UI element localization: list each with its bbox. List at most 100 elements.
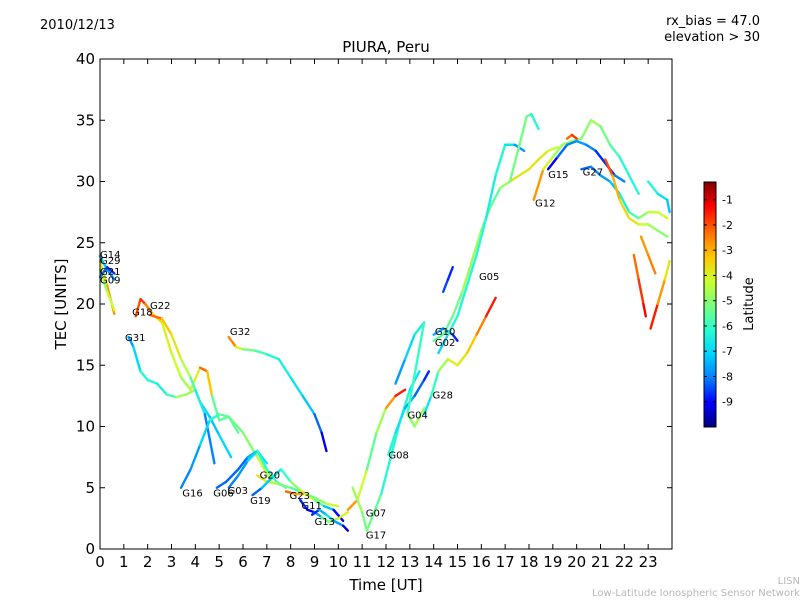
track-segment (225, 468, 240, 483)
track-segment (256, 474, 269, 483)
track-segment (618, 155, 631, 177)
track-segment (284, 490, 297, 496)
track-label: G27 (583, 168, 603, 179)
track-segment (518, 115, 528, 146)
y-tick-label: 15 (76, 356, 95, 374)
colorbar-tick-label: -4 (722, 269, 733, 282)
track-segment (613, 174, 626, 183)
track-segment (442, 278, 450, 293)
track-label: G18 (132, 307, 152, 318)
track-segment (246, 449, 259, 462)
track-segment (413, 406, 426, 428)
track-segment (175, 393, 188, 399)
track-segment (594, 149, 607, 165)
track-segment (484, 296, 497, 318)
track-segment (446, 266, 454, 281)
track-segment (165, 393, 178, 399)
track-G17 (351, 370, 421, 532)
track-segment (320, 431, 328, 453)
track-segment (642, 302, 647, 318)
track-segment (589, 119, 602, 128)
track-segment (198, 419, 211, 447)
track-label: G17 (366, 530, 386, 541)
track-segment (608, 143, 621, 159)
track-segment (98, 266, 109, 279)
colorbar: -9 -8 -7 -6 -5 -4 -3 -2 -1 Latitude (703, 181, 757, 428)
track-G22 (148, 313, 233, 459)
y-axis-label: TEC [UNITS] (52, 259, 70, 351)
track-label: G11 (301, 501, 321, 512)
track-label: G07 (366, 508, 386, 519)
track-label: G28 (432, 391, 452, 402)
track-label: G03 (228, 486, 248, 497)
track-unlabeled-31 (646, 180, 671, 214)
track-segment (198, 366, 209, 373)
track-label: G08 (388, 451, 408, 462)
track-segment (451, 333, 459, 342)
track-label: G15 (548, 170, 568, 181)
track-segment (332, 519, 345, 527)
track-segment (456, 351, 469, 367)
track-segment (546, 155, 559, 171)
track-segment (322, 504, 335, 511)
track-label: G32 (230, 327, 250, 338)
track-label: G22 (150, 301, 170, 312)
track-segment (206, 370, 214, 398)
track-G28 (422, 296, 497, 416)
track-segment (656, 278, 667, 306)
track-segment (570, 137, 583, 143)
track-segment (289, 480, 302, 492)
track-label: G23 (289, 491, 309, 502)
x-tick-label: 12 (376, 553, 395, 571)
track-segment (656, 210, 669, 220)
track-segment (194, 388, 207, 416)
track-segment (179, 468, 192, 489)
track-segment (537, 149, 550, 161)
track-segment (160, 321, 173, 355)
track-label: G21 (100, 267, 120, 278)
track-label: G12 (535, 198, 555, 209)
track-label: G06 (213, 489, 233, 500)
track-segment (380, 455, 392, 496)
track-segment (341, 524, 350, 532)
track-segment (370, 492, 383, 520)
x-tick-label: 14 (424, 553, 443, 571)
x-tick-label: 11 (353, 553, 372, 571)
track-segment (618, 198, 631, 220)
track-segment (637, 210, 650, 220)
track-segment (375, 406, 388, 434)
track-segment (413, 378, 426, 398)
x-axis-label: Time [UT] (348, 576, 422, 594)
track-segment (253, 349, 269, 356)
track-segment (432, 327, 445, 336)
track-segment (256, 449, 269, 471)
track-segment (217, 433, 233, 459)
x-tick-label: 9 (310, 553, 320, 571)
colorbar-tick-label: -8 (722, 370, 733, 383)
track-segment (656, 192, 669, 202)
track-segment (189, 366, 202, 391)
track-segment (265, 353, 280, 361)
x-tick-label: 1 (119, 553, 129, 571)
colorbar-tick-label: -2 (722, 219, 733, 232)
track-segment (656, 229, 669, 238)
track-segment (237, 455, 249, 471)
track-G03 (227, 449, 288, 489)
track-segment (260, 476, 273, 489)
x-tick-label: 16 (472, 553, 491, 571)
x-tick-label: 21 (591, 553, 610, 571)
track-segment (155, 382, 168, 396)
track-label: G13 (315, 517, 335, 528)
track-segment (432, 333, 445, 342)
track-G08 (387, 370, 431, 456)
track-segment (575, 139, 588, 146)
track-segment (637, 278, 645, 306)
track-label: G02 (435, 338, 455, 349)
track-segment (251, 486, 264, 497)
chart-title: PIURA, Peru (342, 38, 429, 56)
track-segment (627, 174, 640, 195)
track-segment (532, 168, 545, 202)
track-segment (208, 437, 216, 465)
track-segment (313, 498, 326, 508)
colorbar-tick-label: -5 (722, 295, 733, 308)
